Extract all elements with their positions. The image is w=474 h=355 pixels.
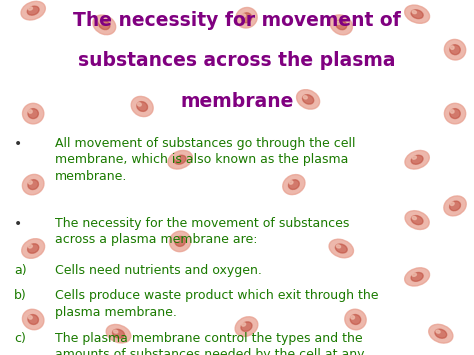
Ellipse shape xyxy=(337,21,340,24)
Ellipse shape xyxy=(337,245,340,248)
Ellipse shape xyxy=(450,46,454,49)
Ellipse shape xyxy=(28,181,32,184)
Ellipse shape xyxy=(412,11,417,13)
Ellipse shape xyxy=(100,21,103,24)
Ellipse shape xyxy=(405,5,429,23)
Ellipse shape xyxy=(28,109,38,119)
Ellipse shape xyxy=(436,330,440,333)
Text: a): a) xyxy=(14,264,27,278)
Ellipse shape xyxy=(235,317,258,337)
Ellipse shape xyxy=(289,181,293,184)
Text: Cells need nutrients and oxygen.: Cells need nutrients and oxygen. xyxy=(55,264,261,278)
Ellipse shape xyxy=(22,174,44,195)
Ellipse shape xyxy=(450,110,454,113)
Ellipse shape xyxy=(329,239,354,258)
Ellipse shape xyxy=(106,324,131,343)
Ellipse shape xyxy=(22,309,44,330)
Ellipse shape xyxy=(241,322,252,331)
Ellipse shape xyxy=(28,245,32,248)
Ellipse shape xyxy=(411,10,423,18)
Ellipse shape xyxy=(28,110,32,113)
Text: substances across the plasma: substances across the plasma xyxy=(78,51,396,71)
Text: The necessity for the movement of substances
across a plasma membrane are:: The necessity for the movement of substa… xyxy=(55,217,349,246)
Ellipse shape xyxy=(93,15,116,35)
Text: The plasma membrane control the types and the
amounts of substances needed by th: The plasma membrane control the types an… xyxy=(55,332,364,355)
Ellipse shape xyxy=(297,90,319,109)
Text: membrane: membrane xyxy=(180,92,294,111)
Ellipse shape xyxy=(449,201,461,211)
Ellipse shape xyxy=(28,316,32,319)
Ellipse shape xyxy=(137,103,141,106)
Ellipse shape xyxy=(113,330,118,333)
Ellipse shape xyxy=(28,180,38,190)
Text: All movement of substances go through the cell
membrane, which is also known as : All movement of substances go through th… xyxy=(55,137,355,183)
Text: Cells produce waste product which exit through the
plasma membrane.: Cells produce waste product which exit t… xyxy=(55,289,378,319)
Ellipse shape xyxy=(242,14,246,17)
Ellipse shape xyxy=(22,239,45,258)
Ellipse shape xyxy=(175,156,179,159)
Ellipse shape xyxy=(21,1,46,20)
Ellipse shape xyxy=(450,45,460,55)
Ellipse shape xyxy=(444,39,466,60)
Ellipse shape xyxy=(303,95,307,99)
Ellipse shape xyxy=(283,175,305,195)
Ellipse shape xyxy=(131,97,153,116)
Ellipse shape xyxy=(241,13,252,23)
Ellipse shape xyxy=(169,231,191,252)
Ellipse shape xyxy=(429,324,453,343)
Ellipse shape xyxy=(27,6,39,15)
Ellipse shape xyxy=(336,244,347,253)
Ellipse shape xyxy=(27,244,39,253)
Ellipse shape xyxy=(345,309,366,330)
Ellipse shape xyxy=(411,155,423,164)
Ellipse shape xyxy=(450,109,460,119)
Ellipse shape xyxy=(412,216,416,220)
Ellipse shape xyxy=(435,329,447,338)
Ellipse shape xyxy=(444,196,466,216)
Ellipse shape xyxy=(351,316,355,319)
Ellipse shape xyxy=(137,102,147,111)
Text: The necessity for movement of: The necessity for movement of xyxy=(73,11,401,30)
Ellipse shape xyxy=(112,329,125,338)
Ellipse shape xyxy=(405,151,429,169)
Ellipse shape xyxy=(28,315,38,324)
Ellipse shape xyxy=(405,268,429,286)
Text: •: • xyxy=(14,217,22,230)
Ellipse shape xyxy=(302,95,314,104)
Ellipse shape xyxy=(289,180,299,190)
Ellipse shape xyxy=(236,7,257,28)
Ellipse shape xyxy=(336,20,346,30)
Ellipse shape xyxy=(168,151,192,169)
Ellipse shape xyxy=(242,323,246,326)
Ellipse shape xyxy=(412,273,417,276)
Ellipse shape xyxy=(99,20,110,29)
Ellipse shape xyxy=(412,156,416,159)
Ellipse shape xyxy=(330,15,353,35)
Ellipse shape xyxy=(405,211,429,229)
Ellipse shape xyxy=(350,315,361,324)
Ellipse shape xyxy=(28,7,32,10)
Text: b): b) xyxy=(14,289,27,302)
Ellipse shape xyxy=(174,155,186,164)
Ellipse shape xyxy=(444,103,466,124)
Text: •: • xyxy=(14,137,22,151)
Ellipse shape xyxy=(411,215,423,225)
Ellipse shape xyxy=(22,103,44,124)
Text: c): c) xyxy=(14,332,26,345)
Ellipse shape xyxy=(450,202,454,206)
Ellipse shape xyxy=(175,236,185,246)
Ellipse shape xyxy=(175,237,179,241)
Ellipse shape xyxy=(411,273,423,281)
